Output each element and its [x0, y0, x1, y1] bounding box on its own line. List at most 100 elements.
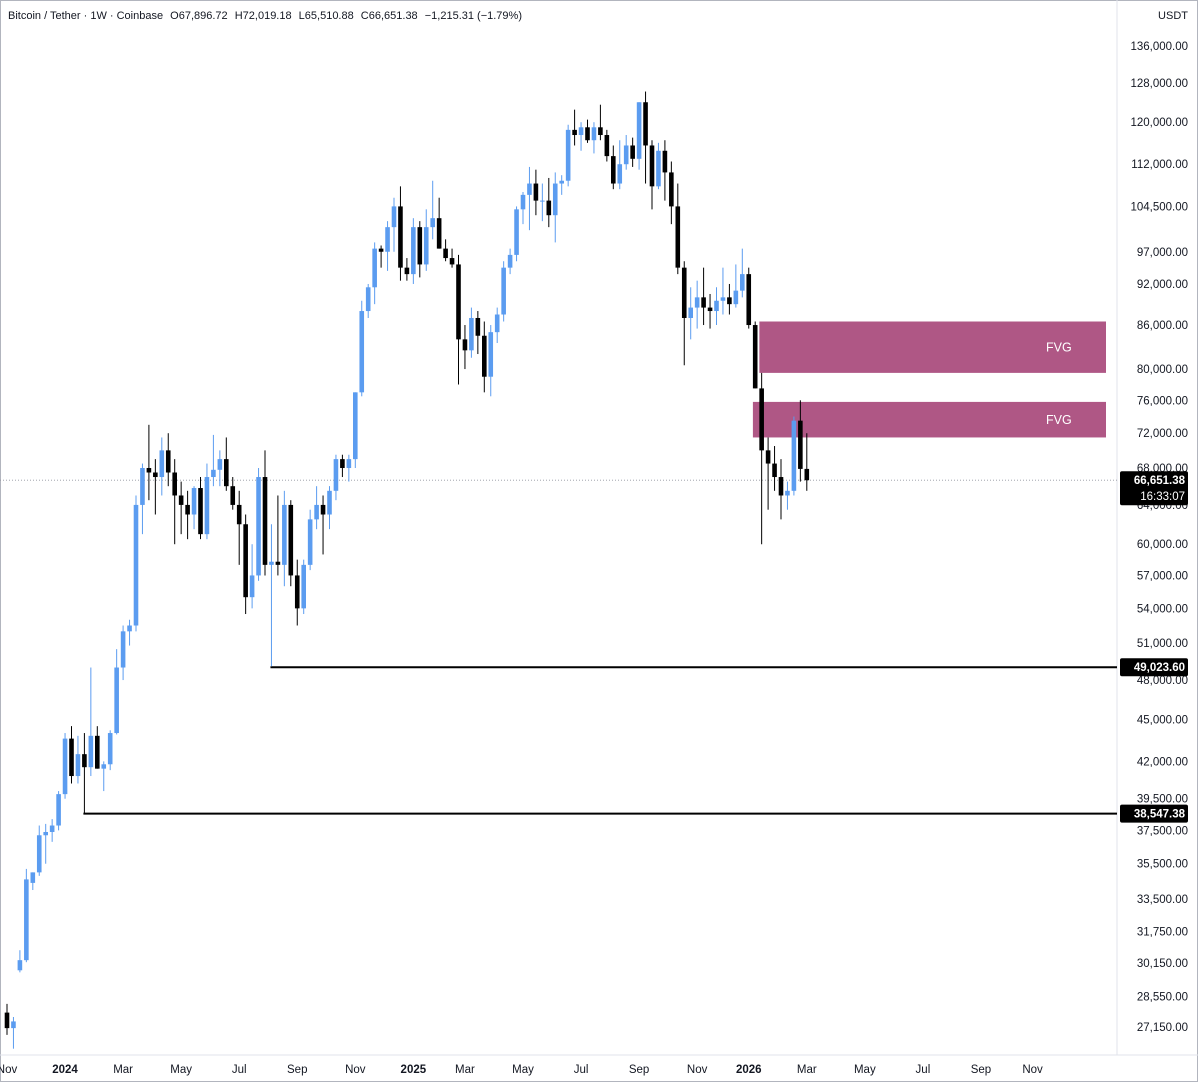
candle: [798, 400, 803, 482]
time-axis[interactable]: Nov 2024 Mar May Jul Sep Nov 2025 Mar May Jul Sep No…: [0, 1064, 1043, 1076]
change-value: −1,215.31 (−1.79%): [424, 10, 522, 22]
symbol-name[interactable]: Bitcoin / Tether · 1W · Coinbase: [8, 10, 164, 22]
candle-body: [56, 794, 61, 826]
candle: [630, 137, 635, 167]
candle-body: [107, 733, 113, 765]
candle: [398, 186, 403, 281]
candle-body: [24, 879, 29, 961]
candle: [11, 1016, 16, 1049]
candle: [591, 122, 597, 154]
candle-body: [236, 504, 242, 525]
candle: [301, 559, 306, 615]
candle: [217, 450, 223, 487]
candle: [482, 321, 487, 393]
candle-body: [62, 738, 68, 795]
candle: [675, 183, 681, 275]
candle: [430, 180, 435, 240]
candle: [501, 261, 506, 322]
candle: [282, 490, 287, 587]
candle-body: [617, 164, 623, 184]
countdown-text: 16:33:07: [1140, 491, 1185, 503]
candle: [701, 267, 706, 326]
candle-body: [88, 735, 94, 768]
candle-body: [501, 267, 506, 315]
price-axis[interactable]: 136,000.00 128,000.00 120,000.00 112,000.00…: [1130, 41, 1188, 1034]
candle: [178, 481, 184, 535]
candle: [791, 416, 797, 496]
price-tick-label: 112,000.00: [1131, 159, 1188, 171]
candle-body: [578, 127, 584, 136]
candle-body: [443, 248, 448, 259]
candle-body: [514, 209, 519, 255]
candle: [107, 730, 113, 771]
candle: [765, 437, 771, 510]
candle: [140, 463, 145, 535]
candle: [617, 140, 623, 190]
candle-body: [482, 335, 487, 377]
last-price-text: 66,651.38: [1134, 475, 1186, 487]
candle: [133, 495, 139, 632]
candle-body: [307, 519, 313, 565]
candle: [507, 248, 513, 275]
price-tick-label: 97,000.00: [1137, 247, 1188, 259]
price-tick-label: 136,000.00: [1130, 41, 1188, 53]
candle-body: [746, 274, 752, 326]
candle: [436, 197, 442, 249]
open-value: O67,896.72: [170, 10, 228, 22]
price-tick-label: 27,150.00: [1137, 1022, 1188, 1034]
candle: [224, 437, 229, 491]
price-tick-label: 28,550.00: [1137, 991, 1188, 1003]
last-price-tag[interactable]: [1120, 471, 1188, 506]
candle: [494, 307, 500, 343]
candle-body: [301, 564, 306, 609]
candle-body: [423, 227, 429, 265]
candle: [694, 280, 700, 329]
time-tick-label: Mar: [113, 1064, 133, 1076]
price-tick-label: 72,000.00: [1137, 428, 1188, 440]
candle-body: [662, 150, 668, 173]
candle-body: [391, 206, 397, 228]
candle-body: [353, 392, 358, 460]
candle: [243, 514, 248, 615]
candle-body: [30, 872, 36, 883]
fvg-zone-1[interactable]: [759, 321, 1106, 373]
time-tick-label: Nov: [345, 1064, 366, 1076]
candle-body: [4, 1012, 10, 1029]
candle: [462, 325, 468, 370]
candle-body: [694, 297, 700, 308]
candle-body: [249, 575, 255, 598]
candle-body: [572, 129, 577, 136]
candle-body: [733, 290, 739, 305]
time-tick-label: Mar: [455, 1064, 475, 1076]
candle-body: [95, 735, 100, 769]
price-tick-label: 35,500.00: [1137, 859, 1188, 871]
candle-body: [772, 463, 777, 478]
candle-body: [75, 754, 81, 777]
candle: [578, 122, 584, 151]
level-1-tag[interactable]: [1120, 658, 1188, 677]
candle: [114, 649, 119, 735]
candle: [572, 109, 577, 146]
candle: [714, 287, 719, 326]
candle-body: [243, 524, 248, 598]
candle: [191, 486, 197, 530]
time-tick-label: Nov: [687, 1064, 708, 1076]
price-tick-label: 57,000.00: [1137, 570, 1188, 582]
fvg-zone-2[interactable]: [752, 401, 1106, 438]
time-tick-label: May: [512, 1064, 534, 1076]
candle-body: [36, 835, 42, 873]
candle: [443, 239, 448, 262]
horizontal-levels: [0, 479, 1117, 815]
candle: [720, 267, 726, 315]
currency-label[interactable]: USDT: [1158, 10, 1188, 22]
candle-body: [585, 127, 590, 141]
candle: [333, 454, 339, 501]
level-2-tag[interactable]: [1120, 804, 1188, 823]
candle-body: [449, 258, 455, 265]
candle-body: [636, 102, 642, 159]
price-tick-label: 42,000.00: [1137, 756, 1188, 768]
candle: [230, 477, 236, 510]
candle-body: [365, 287, 371, 312]
